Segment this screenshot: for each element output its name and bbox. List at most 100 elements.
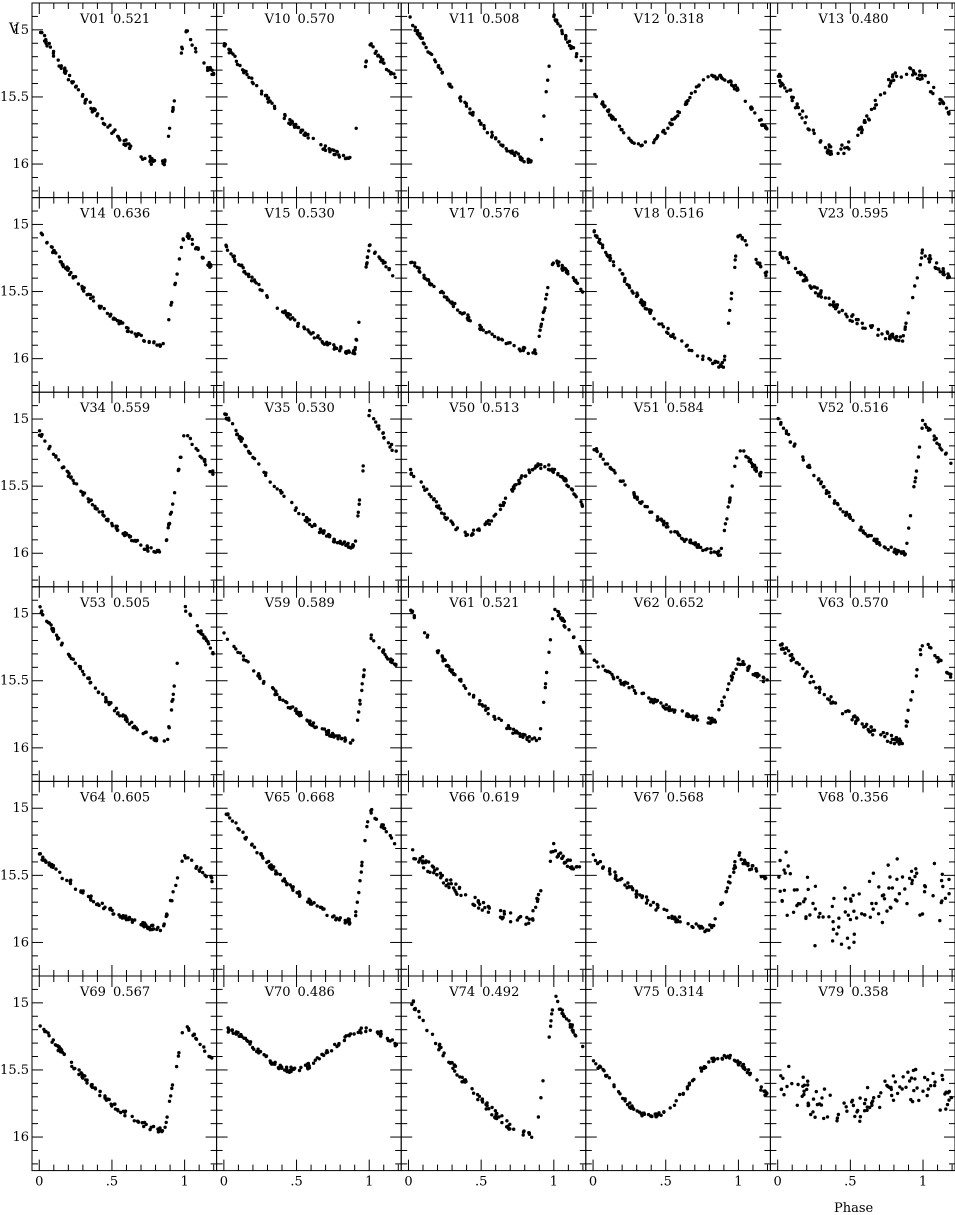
data-point (904, 72, 909, 77)
data-point (47, 447, 51, 451)
data-point (625, 681, 630, 685)
data-point (706, 721, 710, 725)
data-point (642, 301, 647, 305)
data-point (811, 901, 815, 906)
panel-frame (400, 780, 587, 977)
panel-v11: V11 0.508 (400, 2, 587, 199)
data-point (283, 112, 287, 117)
data-point (618, 268, 622, 272)
data-point (600, 243, 605, 247)
data-point (882, 897, 887, 901)
data-point (445, 878, 449, 882)
data-point (912, 485, 916, 489)
data-point (160, 1129, 165, 1133)
data-point (558, 474, 563, 479)
data-point (493, 1109, 498, 1113)
data-point (356, 510, 360, 514)
y-tick-label: 16 (12, 1130, 29, 1145)
data-point (701, 78, 706, 82)
data-point (732, 870, 736, 874)
data-point (547, 650, 551, 654)
data-point (463, 686, 468, 690)
data-point (184, 609, 188, 613)
data-point (693, 90, 697, 94)
data-point (169, 1094, 173, 1098)
data-point (562, 624, 566, 628)
data-point (686, 713, 691, 717)
data-point (190, 237, 194, 242)
data-point (285, 1069, 289, 1074)
panel-frame (216, 2, 402, 199)
star-period: 0.314 (667, 985, 704, 1000)
data-point (626, 881, 630, 885)
y-tick-label: 15 (12, 996, 29, 1011)
data-point (556, 609, 560, 614)
data-point (346, 917, 350, 921)
data-point (167, 318, 171, 322)
panel-frame (31, 2, 218, 199)
data-point (941, 100, 945, 104)
data-point (927, 257, 931, 261)
data-point (172, 684, 176, 688)
data-point (145, 546, 150, 550)
data-point (831, 303, 835, 307)
data-point (381, 61, 385, 65)
data-point (368, 1028, 372, 1033)
data-point (713, 720, 718, 724)
data-point (915, 668, 919, 672)
data-point (860, 722, 864, 726)
data-point (556, 999, 560, 1004)
data-point (286, 314, 290, 318)
star-period: 0.505 (113, 596, 150, 611)
data-point (338, 541, 343, 545)
data-point (364, 1026, 368, 1030)
star-name: V62 (633, 596, 660, 611)
data-point (531, 909, 535, 913)
data-point (89, 680, 93, 685)
data-point (524, 474, 528, 478)
data-point (801, 666, 805, 671)
data-point (798, 272, 803, 277)
data-point (421, 41, 425, 45)
data-point (666, 326, 670, 331)
data-point (557, 852, 561, 856)
data-point (822, 692, 826, 697)
data-point (311, 721, 316, 725)
data-point (91, 900, 96, 904)
data-point (344, 1034, 348, 1038)
data-point (274, 689, 278, 694)
data-point (782, 888, 787, 892)
data-point (680, 339, 684, 343)
data-point (613, 876, 617, 881)
data-point (203, 873, 207, 877)
data-point (148, 1127, 152, 1132)
data-point (413, 264, 417, 268)
data-point (784, 850, 788, 854)
data-point (429, 495, 433, 499)
data-point (355, 900, 359, 904)
data-point (176, 468, 180, 473)
data-point (947, 877, 951, 882)
data-point (880, 332, 884, 336)
y-tick-label: 15 (12, 607, 29, 622)
data-point (818, 911, 822, 916)
data-point (863, 913, 867, 917)
data-point (911, 69, 916, 73)
data-point (447, 885, 451, 890)
data-point (917, 445, 922, 449)
data-point (897, 892, 902, 896)
data-point (105, 311, 110, 316)
data-point (408, 467, 413, 472)
data-point (162, 739, 166, 743)
data-point (413, 28, 417, 33)
data-point (661, 325, 666, 329)
data-point (100, 901, 105, 905)
data-point (44, 41, 48, 45)
panel-frame (400, 197, 587, 393)
data-point (736, 235, 740, 239)
data-point (234, 821, 238, 825)
data-point (348, 1032, 353, 1036)
data-point (155, 548, 159, 553)
data-point (68, 881, 73, 886)
data-point (500, 1120, 504, 1125)
